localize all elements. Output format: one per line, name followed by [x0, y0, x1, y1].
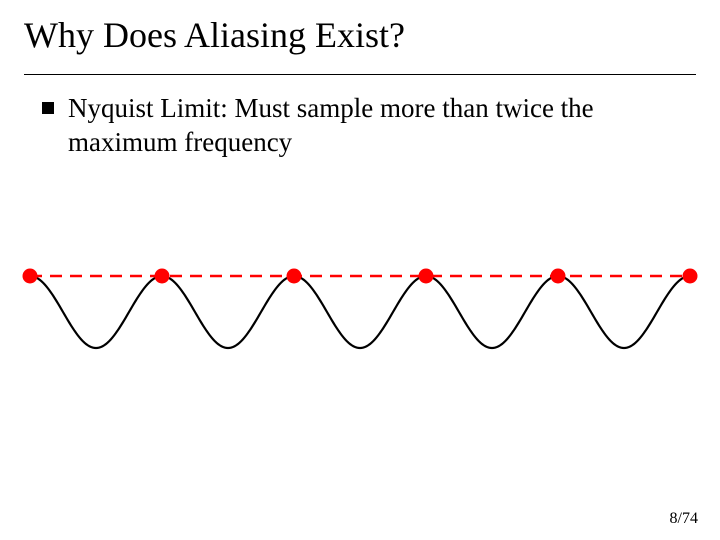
- sample-dot: [155, 269, 170, 284]
- sample-dot: [551, 269, 566, 284]
- bullet-item: Nyquist Limit: Must sample more than twi…: [42, 92, 660, 160]
- sample-dot: [419, 269, 434, 284]
- signal-wave: [30, 276, 690, 348]
- sample-dot: [683, 269, 698, 284]
- slide: Why Does Aliasing Exist? Nyquist Limit: …: [0, 0, 720, 540]
- title-rule: [24, 74, 696, 75]
- page-number: 8/74: [670, 510, 698, 528]
- aliasing-diagram: [20, 226, 700, 406]
- bullet-text: Nyquist Limit: Must sample more than twi…: [68, 92, 660, 160]
- sample-dot: [287, 269, 302, 284]
- slide-title: Why Does Aliasing Exist?: [24, 14, 405, 56]
- square-bullet-icon: [42, 102, 54, 114]
- sample-dot: [23, 269, 38, 284]
